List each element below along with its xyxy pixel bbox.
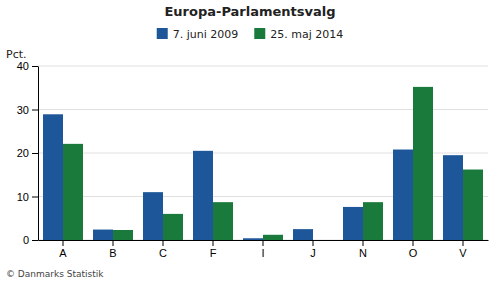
x-tick-label: C: [159, 247, 167, 259]
y-tick: 30: [17, 104, 38, 116]
legend-swatch: [157, 28, 168, 39]
x-tick-label: N: [359, 247, 367, 259]
y-tick: 40: [17, 60, 38, 72]
grid-line: [38, 66, 488, 67]
bar: [213, 202, 233, 240]
y-tick-mark: [32, 110, 38, 111]
y-tick-label: 0: [23, 234, 29, 246]
bar: [43, 114, 63, 240]
x-tick-mark: [263, 240, 264, 246]
x-tick-label: A: [59, 247, 67, 259]
y-tick-mark: [32, 153, 38, 154]
x-tick-mark: [363, 240, 364, 246]
x-tick: F: [210, 240, 217, 259]
x-tick: C: [159, 240, 167, 259]
x-tick-mark: [113, 240, 114, 246]
x-tick-label: I: [261, 247, 264, 259]
x-axis: ABCFIJNOV: [39, 240, 489, 259]
x-tick-label: B: [109, 247, 116, 259]
chart: Europa-Parlamentsvalg A B C F I J N O V 0 10 20 30 40P…: [0, 0, 500, 282]
bar: [193, 151, 213, 240]
y-tick-label: 20: [17, 147, 29, 159]
bar: [263, 235, 283, 240]
bar: [463, 170, 483, 240]
y-tick-mark: [32, 240, 38, 241]
x-tick-mark: [213, 240, 214, 246]
x-tick-mark: [413, 240, 414, 246]
legend-label: 7. juni 2009: [173, 28, 239, 41]
bar: [293, 229, 313, 240]
legend-item: 7. juni 2009: [157, 28, 239, 41]
series: [43, 114, 463, 240]
x-tick-label: V: [459, 247, 467, 259]
x-tick: V: [459, 240, 467, 259]
series: [63, 87, 483, 240]
bar: [163, 214, 183, 240]
plot: A B C F I J N O V 0 10 20 30 40: [17, 60, 489, 259]
bar: [243, 238, 263, 240]
bar: [63, 144, 83, 240]
y-axis-line: [38, 67, 39, 241]
x-tick-mark: [63, 240, 64, 246]
bar: [393, 150, 413, 240]
y-tick: 20: [17, 147, 38, 159]
legend-item: 25. maj 2014: [254, 28, 343, 41]
legend: 7. juni 2009 25. maj 2014: [157, 28, 344, 41]
bar: [443, 155, 463, 240]
legend-swatch: [254, 28, 265, 39]
x-tick-label: J: [310, 247, 316, 259]
x-tick: N: [359, 240, 367, 259]
grid: [38, 66, 488, 240]
title: Europa-Parlamentsvalg: [164, 4, 335, 19]
y-axis-label: Pct.: [6, 48, 27, 61]
bar: [113, 230, 133, 240]
footer: © Danmarks Statistik: [6, 269, 104, 279]
bar: [363, 202, 383, 240]
x-tick: A: [59, 240, 67, 259]
y-tick-label: 30: [17, 104, 29, 116]
x-tick-mark: [313, 240, 314, 246]
bar: [343, 207, 363, 240]
bars: [43, 87, 483, 240]
y-tick-label: 40: [17, 60, 29, 72]
bar: [143, 192, 163, 240]
x-tick-label: F: [210, 247, 217, 259]
x-tick: J: [310, 240, 316, 259]
y-tick-mark: [32, 66, 38, 67]
y-tick: 10: [17, 191, 38, 203]
bar: [413, 87, 433, 240]
x-tick: O: [409, 240, 418, 259]
x-tick-mark: [463, 240, 464, 246]
bar: [93, 230, 113, 240]
y-axis: 0 10 20 30 40: [17, 60, 39, 246]
y-tick-label: 10: [17, 191, 29, 203]
legend-label: 25. maj 2014: [270, 28, 343, 41]
x-tick-label: O: [409, 247, 418, 259]
x-tick: B: [109, 240, 116, 259]
y-tick: 0: [23, 234, 38, 246]
x-tick-mark: [163, 240, 164, 246]
bar: [313, 240, 333, 241]
x-tick: I: [261, 240, 264, 259]
y-tick-mark: [32, 197, 38, 198]
